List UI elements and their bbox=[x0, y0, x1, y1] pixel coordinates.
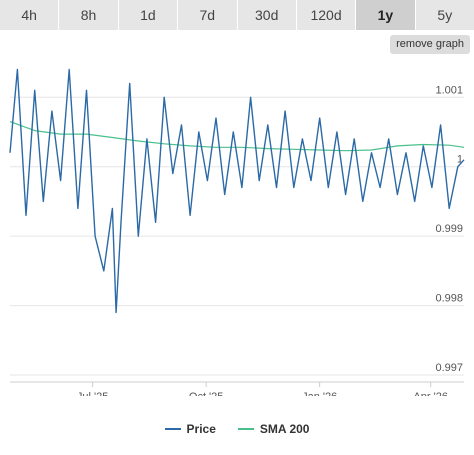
y-tick-label: 0.997 bbox=[435, 362, 463, 374]
y-tick-label: 1.001 bbox=[435, 84, 463, 96]
legend-swatch-sma bbox=[237, 428, 254, 430]
legend-swatch-price bbox=[164, 428, 181, 430]
tab-1d[interactable]: 1d bbox=[118, 0, 179, 30]
price-line bbox=[9, 68, 465, 314]
legend-label-price: Price bbox=[186, 422, 216, 436]
tab-5y[interactable]: 5y bbox=[415, 0, 474, 30]
timeframe-tabs: 4h 8h 1d 7d 30d 120d 1y 5y bbox=[0, 0, 474, 30]
y-tick-label: 1 bbox=[457, 154, 463, 166]
x-tick-label: Jul '25 bbox=[77, 391, 108, 396]
chart-legend: Price SMA 200 bbox=[0, 420, 474, 438]
x-axis: Jul '25 Oct '25 Jan '26 Apr '26 bbox=[10, 381, 464, 396]
sma-200-line bbox=[9, 121, 465, 152]
price-chart: 1.001 1 0.999 0.998 0.997 Jul '25 Oct '25 Jan … bbox=[9, 68, 465, 396]
y-tick-label: 0.999 bbox=[435, 223, 463, 235]
tab-30d[interactable]: 30d bbox=[237, 0, 297, 30]
tab-4h[interactable]: 4h bbox=[0, 0, 60, 30]
x-tick-label: Jan '26 bbox=[302, 391, 337, 396]
series-lines bbox=[9, 68, 465, 314]
legend-item-price[interactable]: Price bbox=[164, 422, 216, 436]
tab-1y[interactable]: 1y bbox=[356, 0, 416, 30]
x-tick-label: Apr '26 bbox=[413, 391, 448, 396]
y-tick-label: 0.998 bbox=[435, 293, 463, 305]
legend-item-sma[interactable]: SMA 200 bbox=[237, 422, 310, 436]
tab-7d[interactable]: 7d bbox=[178, 0, 238, 30]
legend-label-sma: SMA 200 bbox=[259, 422, 310, 436]
tab-8h[interactable]: 8h bbox=[59, 0, 119, 30]
grid bbox=[10, 96, 464, 376]
remove-graph-button[interactable]: remove graph bbox=[390, 35, 470, 54]
x-tick-label: Oct '25 bbox=[189, 391, 224, 396]
y-axis-labels: 1.001 1 0.999 0.998 0.997 bbox=[435, 84, 463, 374]
tab-120d[interactable]: 120d bbox=[296, 0, 357, 30]
